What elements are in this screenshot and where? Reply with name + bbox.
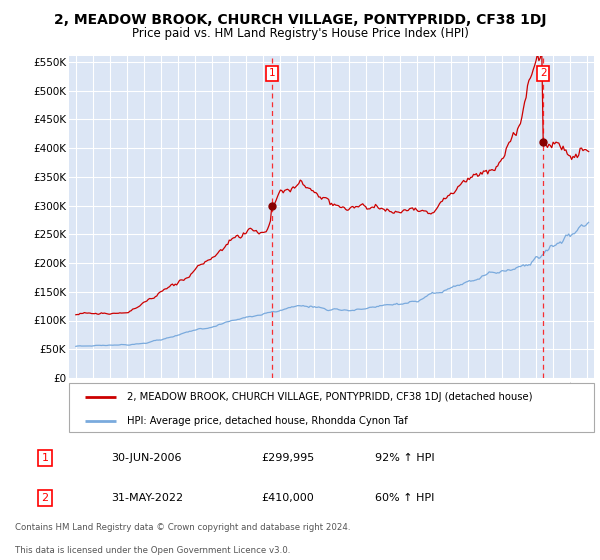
Text: Price paid vs. HM Land Registry's House Price Index (HPI): Price paid vs. HM Land Registry's House …: [131, 27, 469, 40]
Text: 1: 1: [269, 68, 275, 78]
Text: £299,995: £299,995: [261, 453, 314, 463]
Text: 1: 1: [41, 453, 49, 463]
Text: 2, MEADOW BROOK, CHURCH VILLAGE, PONTYPRIDD, CF38 1DJ: 2, MEADOW BROOK, CHURCH VILLAGE, PONTYPR…: [54, 13, 546, 27]
Text: 92% ↑ HPI: 92% ↑ HPI: [375, 453, 434, 463]
Text: This data is licensed under the Open Government Licence v3.0.: This data is licensed under the Open Gov…: [15, 545, 290, 554]
Text: £410,000: £410,000: [261, 493, 314, 503]
Text: 31-MAY-2022: 31-MAY-2022: [111, 493, 183, 503]
Text: Contains HM Land Registry data © Crown copyright and database right 2024.: Contains HM Land Registry data © Crown c…: [15, 523, 350, 532]
Text: 2: 2: [41, 493, 49, 503]
Text: 2, MEADOW BROOK, CHURCH VILLAGE, PONTYPRIDD, CF38 1DJ (detached house): 2, MEADOW BROOK, CHURCH VILLAGE, PONTYPR…: [127, 392, 532, 402]
Text: 30-JUN-2006: 30-JUN-2006: [111, 453, 182, 463]
Text: 60% ↑ HPI: 60% ↑ HPI: [375, 493, 434, 503]
Text: 2: 2: [540, 68, 547, 78]
Text: HPI: Average price, detached house, Rhondda Cynon Taf: HPI: Average price, detached house, Rhon…: [127, 417, 407, 427]
